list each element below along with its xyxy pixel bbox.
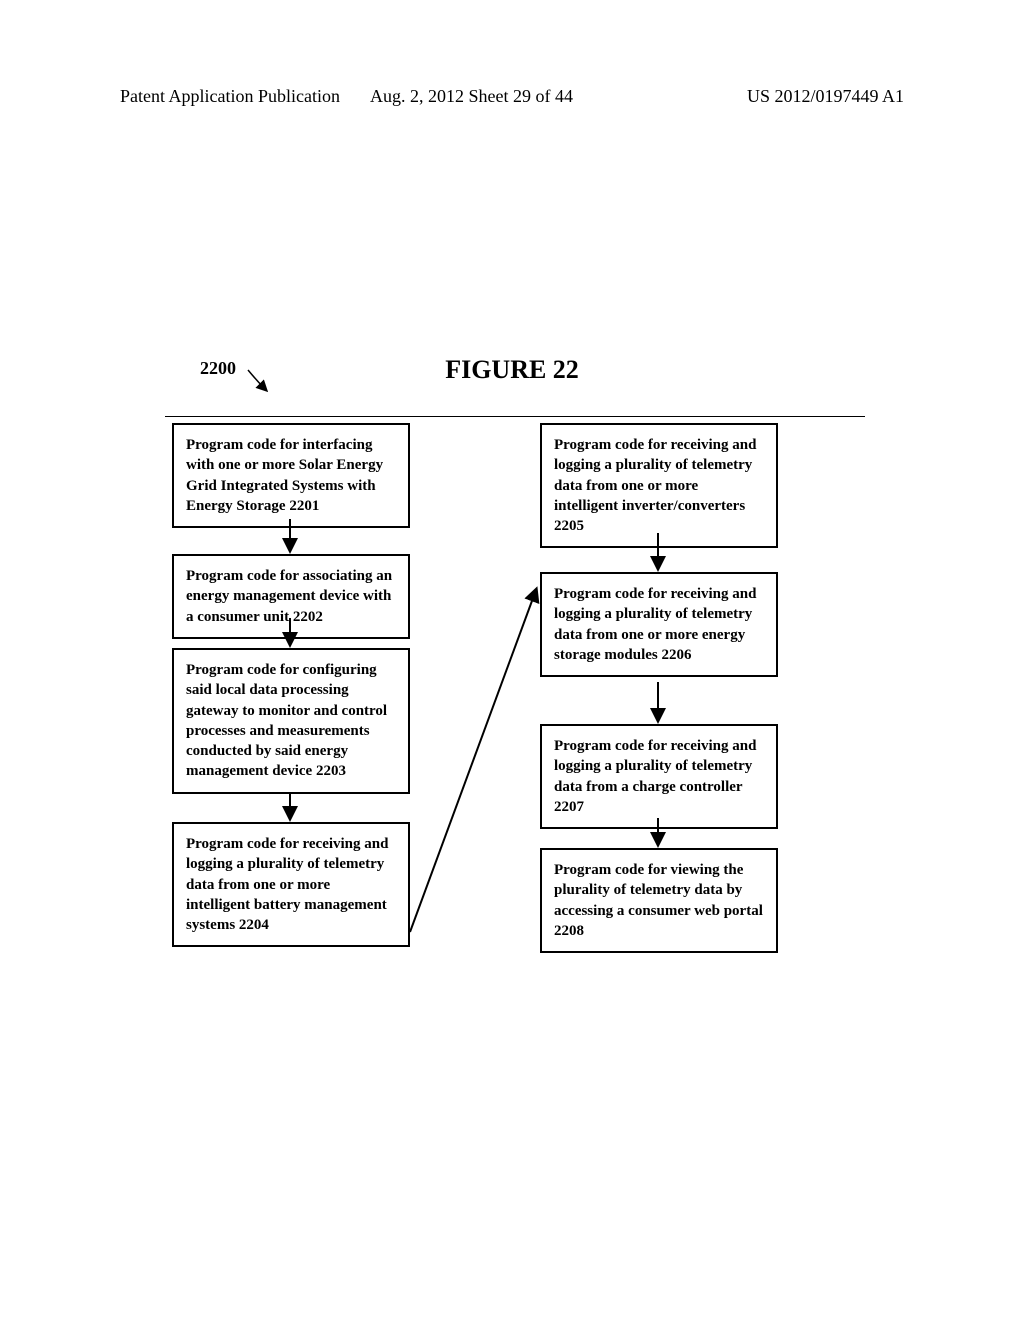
header-right: US 2012/0197449 A1 [747,86,904,107]
figure-title: FIGURE 22 [0,355,1024,385]
box-2201: Program code for interfacing with one or… [172,423,410,528]
header-left: Patent Application Publication [120,86,340,107]
arrow-2204-2205 [410,590,536,932]
box-2208: Program code for viewing the plurality o… [540,848,778,953]
box-2202: Program code for associating an energy m… [172,554,410,639]
box-2206: Program code for receiving and logging a… [540,572,778,677]
box-2205: Program code for receiving and logging a… [540,423,778,548]
divider-line [165,416,865,417]
header-center: Aug. 2, 2012 Sheet 29 of 44 [370,86,573,107]
box-2203: Program code for configuring said local … [172,648,410,794]
box-2207: Program code for receiving and logging a… [540,724,778,829]
box-2204: Program code for receiving and logging a… [172,822,410,947]
page: Patent Application Publication Aug. 2, 2… [0,0,1024,1320]
figure-ref-label: 2200 [200,358,236,379]
arrows-overlay [0,0,1024,1320]
